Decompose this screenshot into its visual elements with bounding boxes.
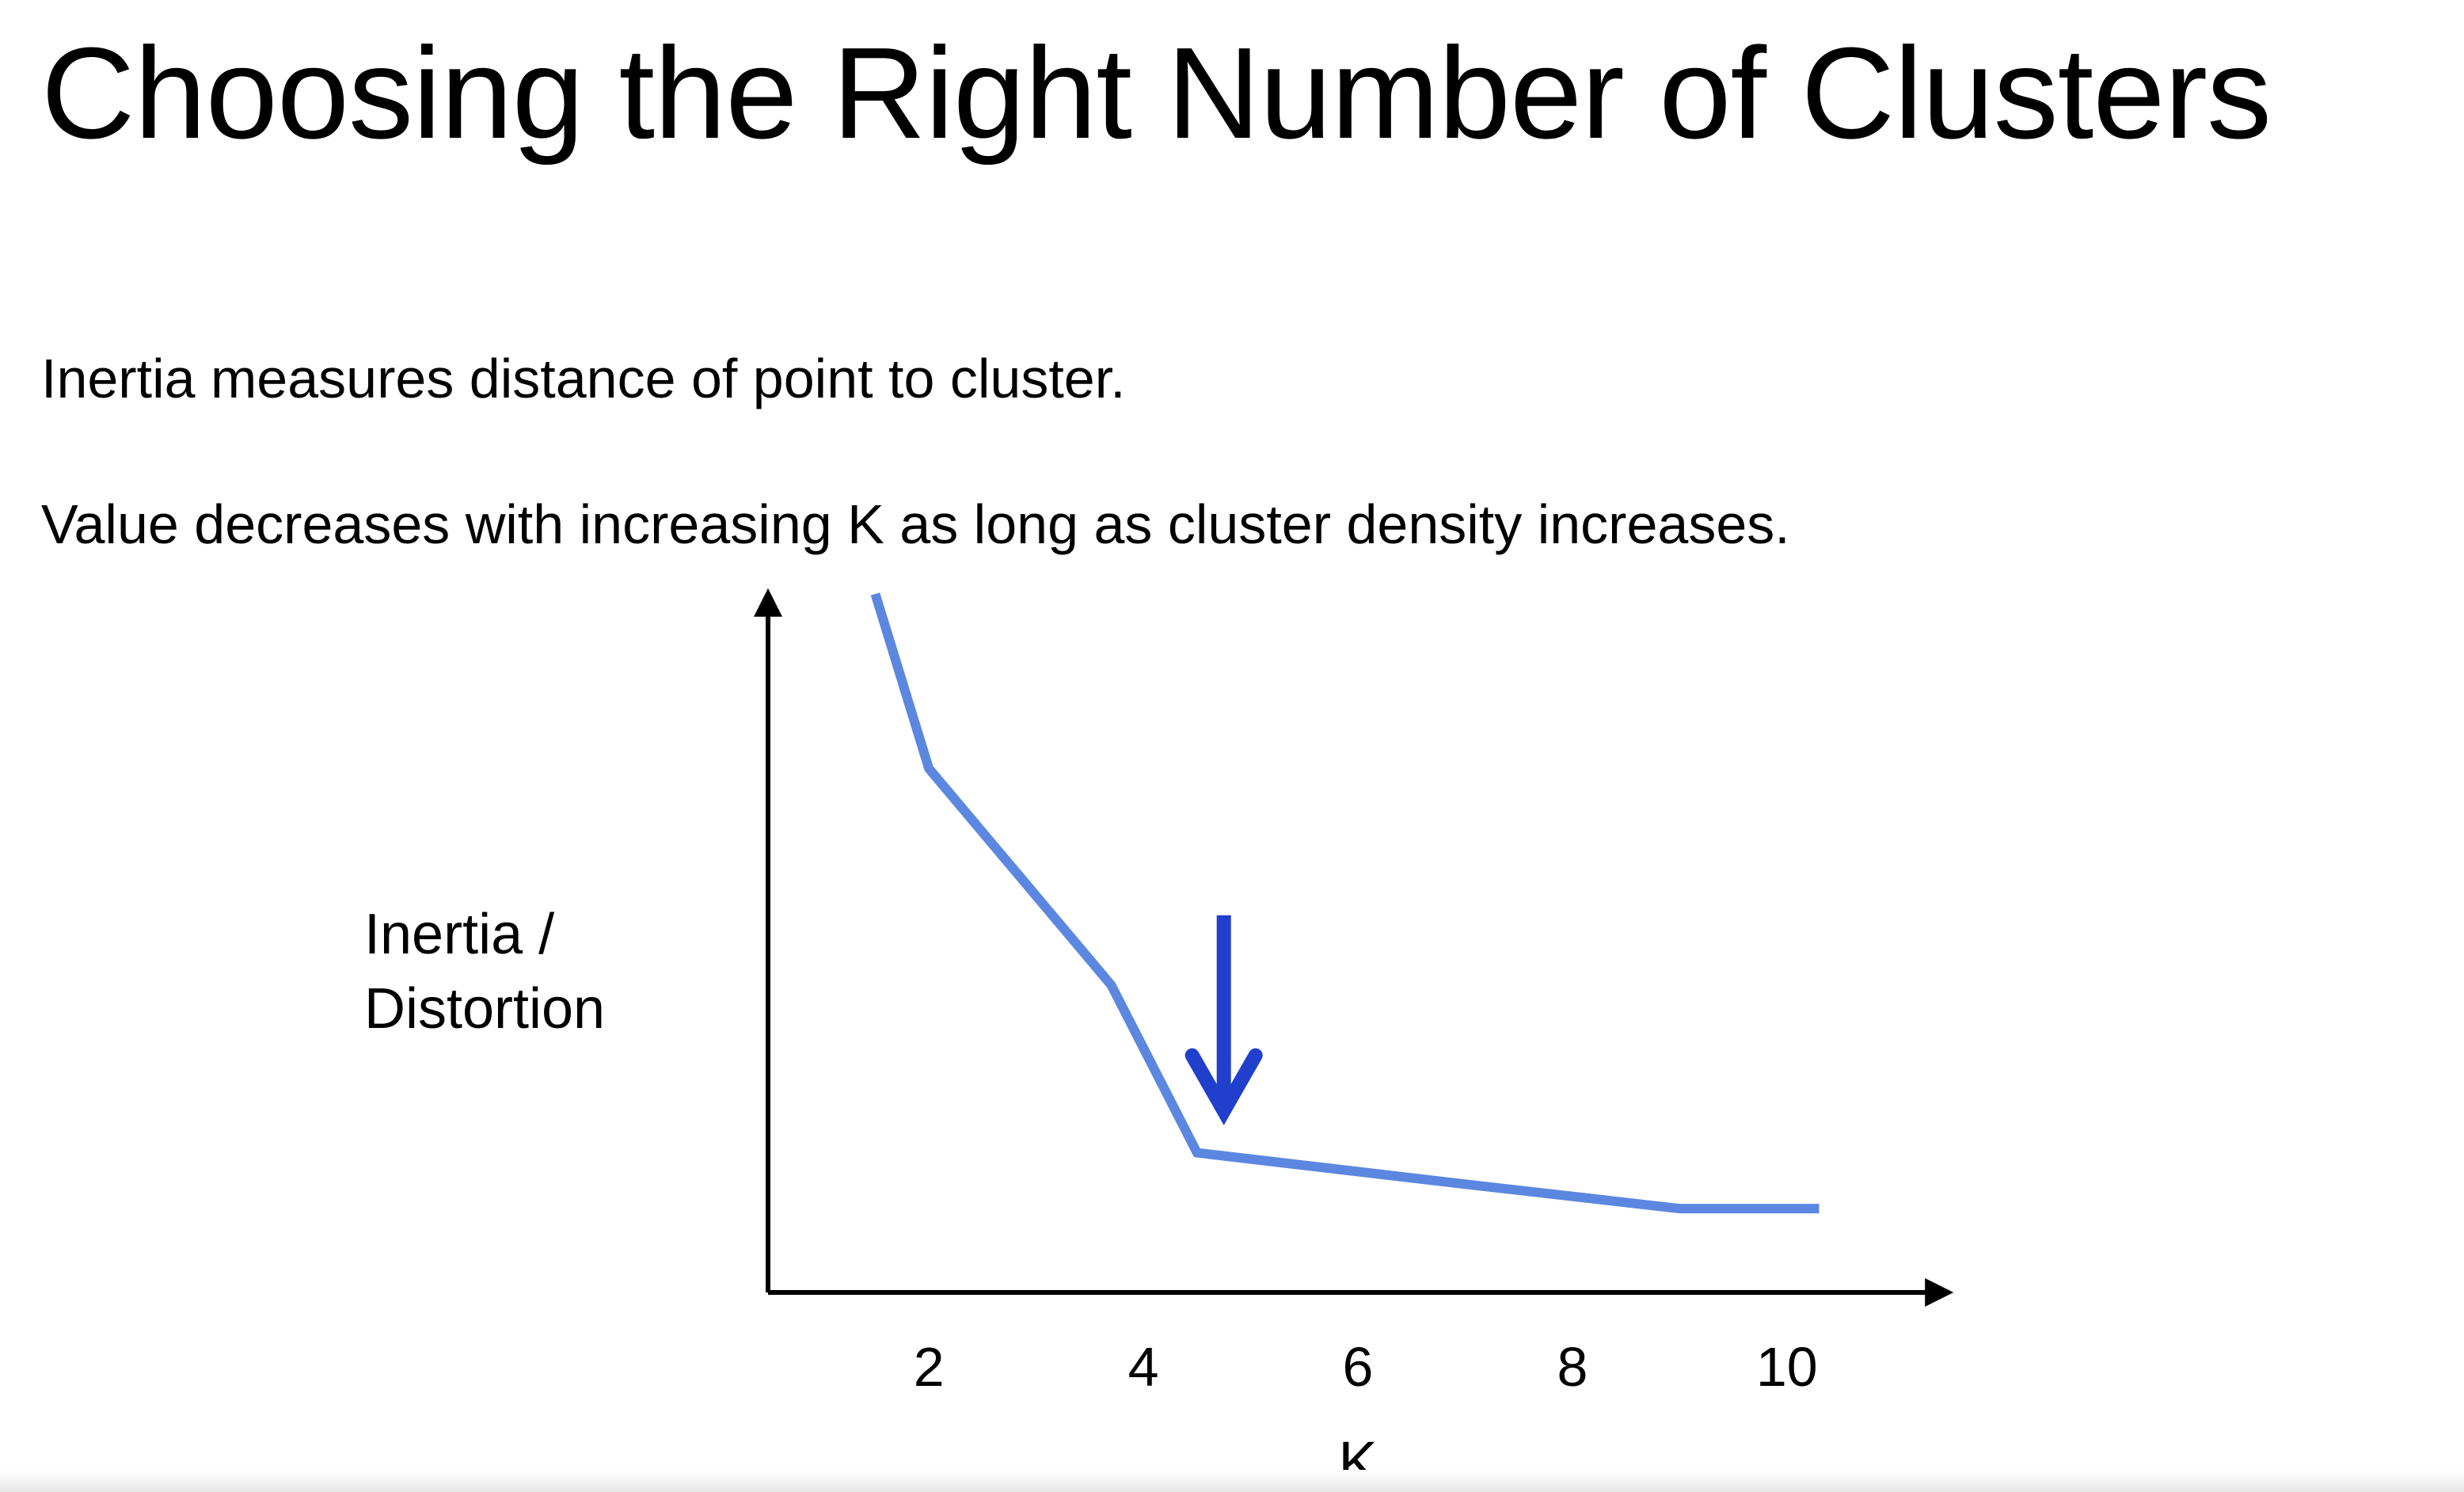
body-text-inertia: Inertia measures distance of point to cl… xyxy=(41,348,1126,409)
x-tick-labels: 2 4 6 8 10 xyxy=(914,1336,1818,1398)
y-axis-label-line: Inertia / xyxy=(364,903,554,966)
x-tick-label: 2 xyxy=(914,1336,945,1398)
elbow-arrow-head xyxy=(1184,1048,1263,1125)
y-axis-label: Inertia / Distortion xyxy=(364,903,605,1041)
series-group xyxy=(870,592,1819,1214)
y-axis-label-line: Distortion xyxy=(364,977,605,1041)
chart-axes xyxy=(754,588,1954,1307)
slide-title: Choosing the Right Number of Clusters xyxy=(41,21,2272,166)
x-tick-label: 8 xyxy=(1557,1336,1588,1398)
bottom-edge xyxy=(0,1470,2464,1492)
x-tick-label: 4 xyxy=(1128,1336,1159,1398)
x-tick-label: 6 xyxy=(1343,1336,1374,1398)
x-tick-label: 10 xyxy=(1756,1336,1818,1398)
annotation-group xyxy=(1184,915,1263,1125)
inertia-curve-line xyxy=(870,592,1819,1214)
body-text-value-decreases: Value decreases with increasing K as lon… xyxy=(41,493,1790,555)
